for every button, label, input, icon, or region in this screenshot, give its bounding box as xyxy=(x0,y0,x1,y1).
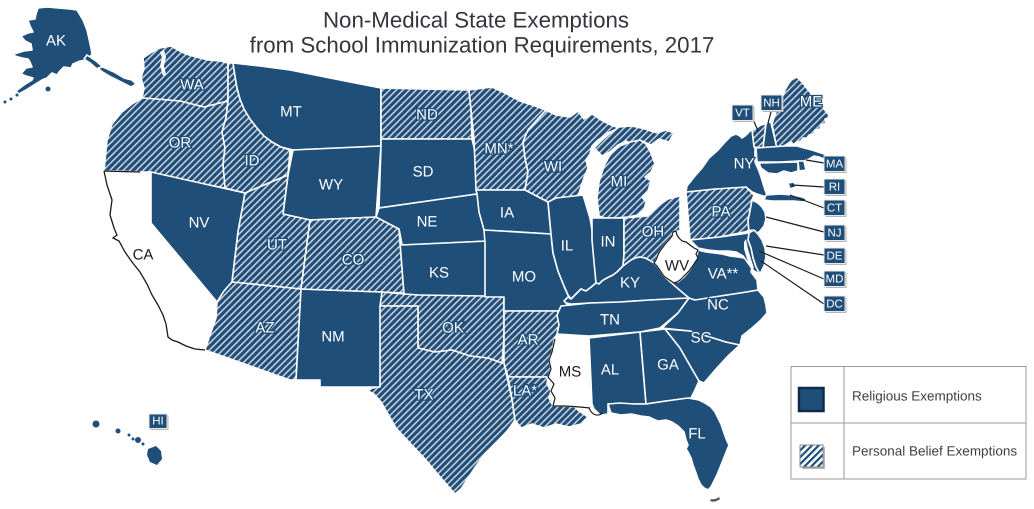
svg-text:OH: OH xyxy=(642,224,665,241)
svg-text:WA: WA xyxy=(180,77,204,94)
svg-text:NE: NE xyxy=(417,214,438,231)
svg-text:AZ: AZ xyxy=(255,320,274,337)
svg-text:KS: KS xyxy=(429,265,449,282)
svg-text:OR: OR xyxy=(169,135,192,152)
svg-text:WV: WV xyxy=(665,258,689,275)
svg-text:MA: MA xyxy=(826,158,844,170)
svg-text:MI: MI xyxy=(611,174,628,191)
svg-text:OK: OK xyxy=(442,320,464,337)
svg-text:FL: FL xyxy=(688,426,706,443)
svg-text:AL: AL xyxy=(601,362,619,379)
svg-text:MS: MS xyxy=(559,364,582,381)
svg-text:CO: CO xyxy=(342,252,365,269)
svg-text:NC: NC xyxy=(707,297,729,314)
svg-text:CA: CA xyxy=(133,247,154,264)
svg-text:NJ: NJ xyxy=(827,227,841,239)
svg-text:CT: CT xyxy=(827,202,842,214)
svg-text:Religious Exemptions: Religious Exemptions xyxy=(852,389,982,404)
svg-text:GA: GA xyxy=(657,357,679,374)
svg-text:MO: MO xyxy=(512,269,536,286)
svg-text:IN: IN xyxy=(601,234,616,251)
svg-text:NV: NV xyxy=(189,215,210,232)
svg-text:DE: DE xyxy=(827,250,843,262)
svg-text:Personal Belief Exemptions: Personal Belief Exemptions xyxy=(852,444,1017,459)
svg-text:MT: MT xyxy=(280,104,302,121)
svg-text:TX: TX xyxy=(414,387,433,404)
svg-text:IA: IA xyxy=(500,205,514,222)
svg-text:ME: ME xyxy=(800,94,823,111)
svg-text:VT: VT xyxy=(735,107,750,119)
svg-text:WI: WI xyxy=(544,159,562,176)
svg-text:AR: AR xyxy=(518,332,539,349)
svg-text:ID: ID xyxy=(245,153,260,170)
svg-text:SC: SC xyxy=(691,330,712,347)
svg-text:TN: TN xyxy=(600,312,620,329)
svg-text:IL: IL xyxy=(561,238,574,255)
svg-text:HI: HI xyxy=(152,416,164,428)
svg-text:NM: NM xyxy=(321,329,344,346)
svg-text:RI: RI xyxy=(829,181,841,193)
svg-text:from School Immunization Requi: from School Immunization Requirements, 2… xyxy=(250,33,715,58)
svg-text:AK: AK xyxy=(46,33,66,50)
svg-text:DC: DC xyxy=(826,298,843,310)
svg-text:ND: ND xyxy=(416,107,438,124)
svg-text:MN*: MN* xyxy=(484,141,513,158)
svg-text:SD: SD xyxy=(413,164,434,181)
svg-text:NY: NY xyxy=(734,156,755,173)
svg-text:WY: WY xyxy=(319,177,343,194)
svg-text:NH: NH xyxy=(763,97,780,109)
svg-text:PA: PA xyxy=(712,204,731,221)
svg-text:UT: UT xyxy=(267,237,287,254)
svg-text:LA*: LA* xyxy=(513,383,537,400)
svg-text:Non-Medical State Exemptions: Non-Medical State Exemptions xyxy=(323,8,629,33)
svg-text:MD: MD xyxy=(826,273,844,285)
svg-text:VA**: VA** xyxy=(708,266,739,283)
svg-text:KY: KY xyxy=(620,275,640,292)
